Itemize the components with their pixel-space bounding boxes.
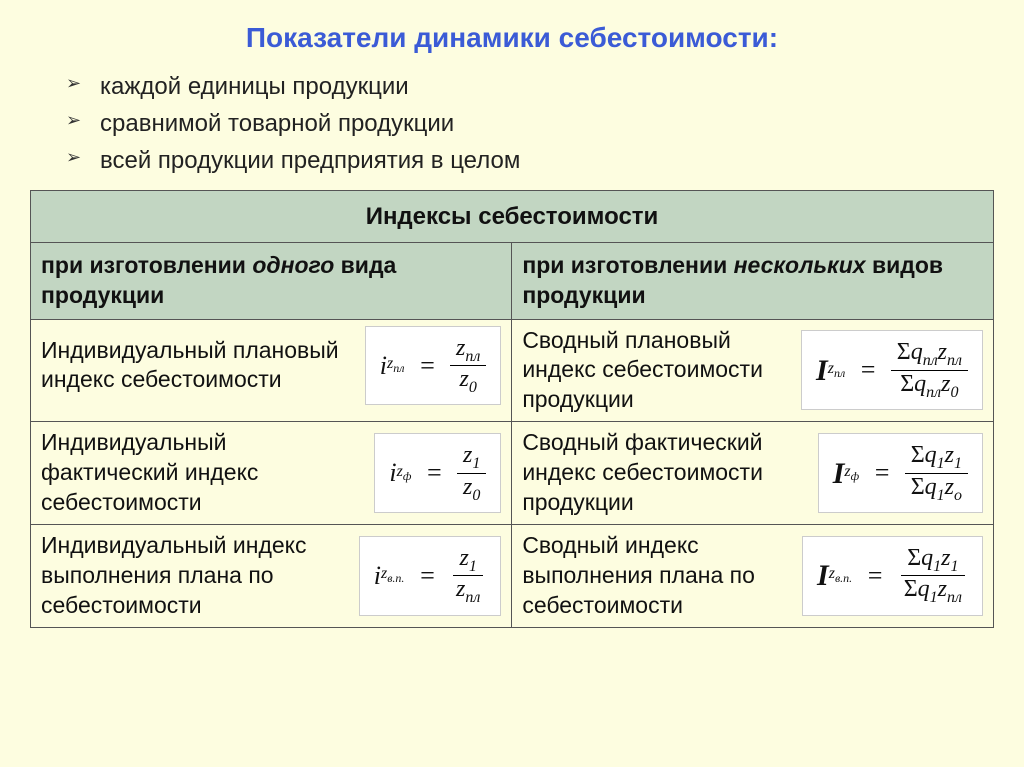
formula: izв.п.=z1zпл xyxy=(359,536,502,616)
cell-label: Сводный фактический индекс себестоимости… xyxy=(522,428,803,518)
page-title: Показатели динамики себестоимости: xyxy=(30,22,994,54)
formula: Izв.п.=Σq1z1Σq1zпл xyxy=(802,536,983,616)
table-row: Индивидуальный фактический индекс себест… xyxy=(31,422,994,525)
list-item: сравнимой товарной продукции xyxy=(66,105,994,142)
list-item: каждой единицы продукции xyxy=(66,68,994,105)
table-row: Индивидуальный плановый индекс себестоим… xyxy=(31,319,994,422)
cell-label: Сводный индекс выполнения плана по себес… xyxy=(522,531,788,621)
cell-label: Сводный плановый индекс себестоимости пр… xyxy=(522,326,787,416)
cost-index-table: Индексы себестоимости при изготовлении о… xyxy=(30,190,994,628)
table-col2-header: при изготовлении нескольких видов продук… xyxy=(512,242,994,319)
formula: Izф=Σq1z1Σq1zо xyxy=(818,433,983,513)
bullet-list: каждой единицы продукции сравнимой товар… xyxy=(30,68,994,180)
table-row: Индивидуальный индекс выполнения плана п… xyxy=(31,524,994,627)
cell-label: Индивидуальный плановый индекс себестоим… xyxy=(41,336,351,396)
formula: Izпл=ΣqплzплΣqплz0 xyxy=(801,330,983,410)
cell-label: Индивидуальный фактический индекс себест… xyxy=(41,428,360,518)
list-item: всей продукции предприятия в целом xyxy=(66,142,994,179)
cell-label: Индивидуальный индекс выполнения плана п… xyxy=(41,531,345,621)
table-col1-header: при изготовлении одного вида продукции xyxy=(31,242,512,319)
formula: izпл=zплz0 xyxy=(365,326,502,406)
formula: izф=z1z0 xyxy=(374,433,501,513)
table-main-header: Индексы себестоимости xyxy=(31,190,994,242)
